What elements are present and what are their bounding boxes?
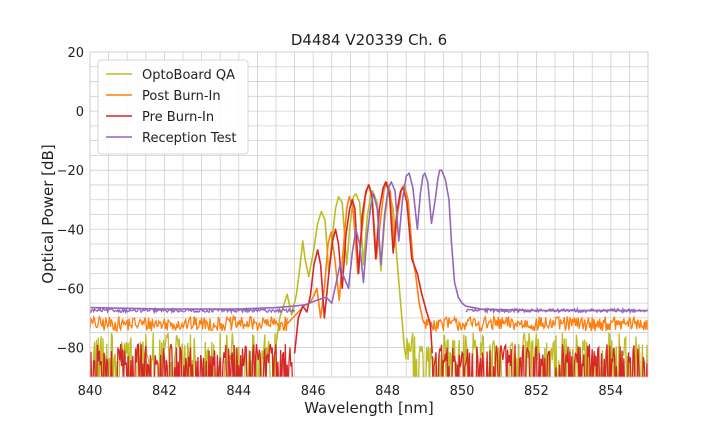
series-line <box>90 169 648 312</box>
y-tick-label: −60 <box>57 282 84 297</box>
y-tick-label: 0 <box>76 105 84 120</box>
x-tick-labels: 840 842 844 846 848 850 852 854 <box>78 384 624 399</box>
series-layer <box>90 169 648 377</box>
series-noise-line <box>405 331 648 377</box>
x-tick-label: 842 <box>152 384 177 399</box>
legend-entry: Pre Burn-In <box>142 110 214 125</box>
plot-frame <box>89 51 649 378</box>
series-pre-burn-in <box>90 181 648 377</box>
y-tick-label: −40 <box>57 223 84 238</box>
x-tick-label: 852 <box>524 384 549 399</box>
series-noise-line <box>90 343 293 377</box>
y-tick-labels: 20 0 −20 −40 −60 −80 <box>57 46 84 356</box>
legend-entry: OptoBoard QA <box>142 68 235 83</box>
x-tick-label: 854 <box>598 384 623 399</box>
y-tick-label: −20 <box>57 164 84 179</box>
y-tick-label: −80 <box>57 341 84 356</box>
legend: OptoBoard QA Post Burn-In Pre Burn-In Recep… <box>97 59 249 155</box>
series-reception-test <box>90 169 648 315</box>
x-tick-label: 840 <box>78 384 103 399</box>
series-noise-line <box>431 343 648 377</box>
y-axis-label: Optical Power [dB] <box>39 144 57 283</box>
y-tick-label: 20 <box>67 46 84 61</box>
series-noise-line <box>424 314 648 333</box>
legend-entry: Reception Test <box>142 131 236 146</box>
x-tick-label: 846 <box>301 384 326 399</box>
x-tick-label: 850 <box>450 384 475 399</box>
series-line <box>293 181 434 354</box>
x-tick-label: 844 <box>226 384 251 399</box>
x-axis-label: Wavelength [nm] <box>304 399 434 417</box>
series-noise-line <box>90 314 288 332</box>
chart-title: D4484 V20339 Ch. 6 <box>291 31 447 49</box>
legend-frame <box>97 59 249 155</box>
legend-entry: Post Burn-In <box>142 89 221 104</box>
x-tick-label: 848 <box>375 384 400 399</box>
